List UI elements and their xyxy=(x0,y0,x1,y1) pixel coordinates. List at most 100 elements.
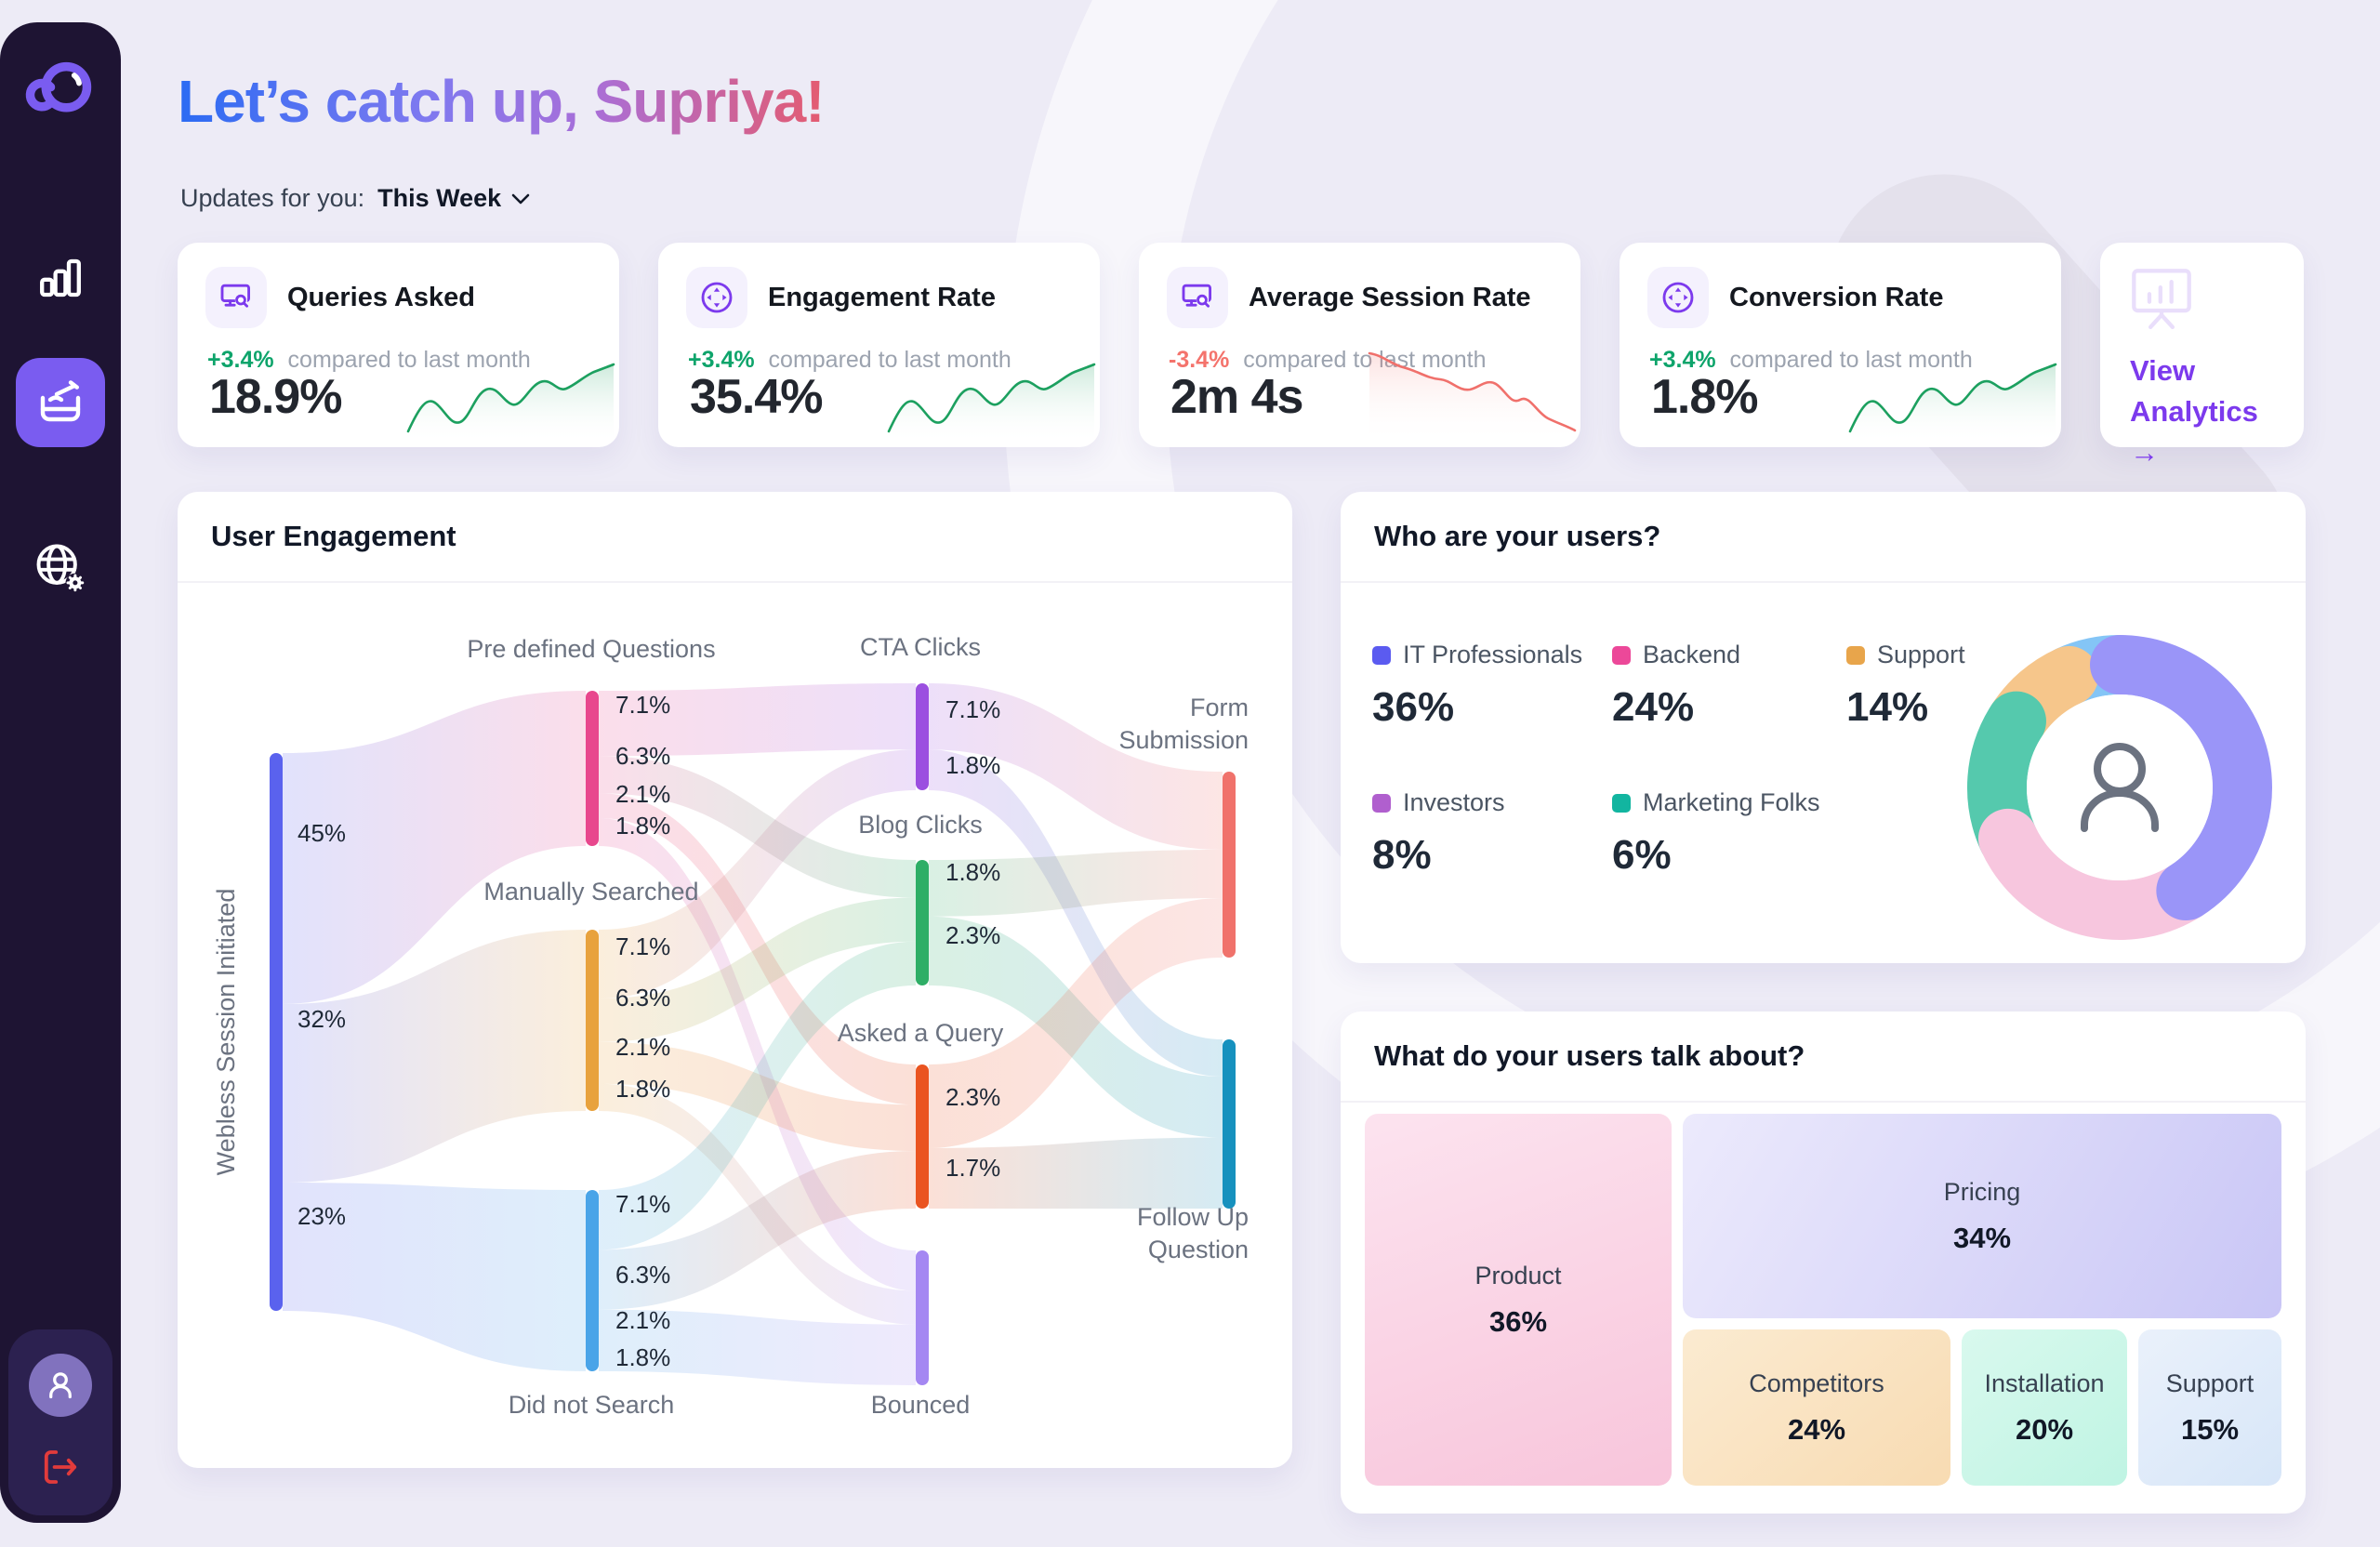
chevron-down-icon xyxy=(511,193,530,204)
sankey-flow-did-bounce xyxy=(599,1309,916,1385)
presentation-chart-icon xyxy=(2126,263,2197,334)
stat-card-engagement-rate: Engagement Rate +3.4% compared to last mo… xyxy=(658,243,1100,447)
view-analytics-card[interactable]: View Analytics → xyxy=(2100,243,2304,469)
legend-swatch xyxy=(1846,645,1865,665)
users-card-title: Who are your users? xyxy=(1374,520,1661,552)
sankey-flow-pre-blog xyxy=(599,756,916,898)
stat-compare: -3.4% compared to last month xyxy=(1169,347,1487,374)
stat-title: Engagement Rate xyxy=(768,282,996,312)
legend-label: Backend xyxy=(1643,641,1741,668)
sankey-segment-value: 23% xyxy=(298,1202,346,1230)
sparkline-down xyxy=(1368,351,1577,443)
legend-value: 8% xyxy=(1372,832,1432,878)
sankey-segment-value: 2.3% xyxy=(945,921,1000,949)
sankey-node-label: Webless Session Initiated xyxy=(212,889,240,1176)
sankey-node-blog xyxy=(916,860,929,985)
sankey-flow-src-man xyxy=(283,930,586,1183)
legend-swatch xyxy=(1612,645,1631,665)
stat-compare: +3.4% compared to last month xyxy=(207,347,531,374)
sankey-segment-value: 2.1% xyxy=(615,780,670,808)
legend-value: 24% xyxy=(1612,684,1695,730)
app-logo[interactable] xyxy=(22,56,97,130)
user-engagement-card: User Engagement Webless Session Initiate… xyxy=(178,492,1292,1468)
sankey-flow-man-cta xyxy=(599,749,916,999)
user-avatar[interactable] xyxy=(29,1354,92,1417)
sankey-segment-value: 7.1% xyxy=(615,691,670,719)
monitor-search-icon xyxy=(205,267,267,328)
stat-card-average-session-rate: Average Session Rate -3.4% compared to la… xyxy=(1139,243,1580,447)
sparkline-up xyxy=(887,363,1096,443)
stat-value: 1.8% xyxy=(1651,370,1759,424)
stat-title: Average Session Rate xyxy=(1249,282,1531,312)
period-dropdown[interactable]: This Week xyxy=(377,184,531,213)
period-value: This Week xyxy=(377,184,502,212)
treemap-value: 24% xyxy=(1787,1412,1846,1446)
treemap-value: 36% xyxy=(1488,1304,1548,1338)
sankey-node-bounce xyxy=(916,1250,929,1385)
stat-delta: +3.4% xyxy=(688,347,755,373)
sidebar-item-analytics[interactable] xyxy=(35,253,86,303)
legend-item-support: Support 14% xyxy=(1846,641,2004,731)
sankey-node-label: CTA Clicks xyxy=(860,633,981,661)
treemap-label: Support xyxy=(2165,1368,2254,1397)
sidebar-item-reports-active[interactable] xyxy=(16,358,105,447)
treemap-value: 15% xyxy=(2180,1412,2240,1446)
sankey-segment-value: 6.3% xyxy=(615,984,670,1012)
sparkline-up xyxy=(406,363,615,443)
legend-item-marketing-folks: Marketing Folks 6% xyxy=(1612,788,1846,879)
treemap-label: Competitors xyxy=(1749,1368,1884,1397)
legend-item-investors: Investors 8% xyxy=(1372,788,1612,879)
legend-label: Support xyxy=(1877,641,1965,668)
sankey-segment-value: 1.8% xyxy=(615,1075,670,1103)
stat-value: 35.4% xyxy=(690,370,823,424)
topics-card: What do your users talk about? Product 36… xyxy=(1341,1012,2306,1514)
users-legend: IT Professionals 36% Backend 24% Support 14% I… xyxy=(1372,641,2004,879)
sidebar-item-web-settings[interactable] xyxy=(32,539,87,595)
sankey-segment-value: 2.1% xyxy=(615,1306,670,1334)
legend-label: Investors xyxy=(1403,788,1505,816)
stat-delta: +3.4% xyxy=(207,347,274,373)
users-card: Who are your users? IT Professionals 36% B… xyxy=(1341,492,2306,963)
sankey-node-follow xyxy=(1223,1039,1236,1209)
view-analytics-link[interactable]: View Analytics → xyxy=(2130,354,2258,469)
sankey-node-did xyxy=(586,1190,599,1371)
sankey-node-man xyxy=(586,930,599,1111)
legend-swatch xyxy=(1372,793,1391,813)
sankey-segment-value: 1.8% xyxy=(945,751,1000,779)
treemap-label: Installation xyxy=(1984,1368,2105,1397)
legend-label: IT Professionals xyxy=(1403,641,1583,668)
divider xyxy=(178,581,1292,583)
sankey-segment-value: 1.8% xyxy=(945,858,1000,886)
stat-card-queries-asked: Queries Asked +3.4% compared to last mont… xyxy=(178,243,619,447)
sankey-flow-cta-form xyxy=(929,683,1223,850)
legend-value: 6% xyxy=(1612,832,1672,878)
sankey-node-label: Follow Up Question xyxy=(1137,1203,1249,1263)
compose-report-icon xyxy=(40,380,81,422)
sankey-node-label: Bounced xyxy=(871,1391,971,1419)
page-title: Let’s catch up, Supriya! xyxy=(178,68,826,135)
sankey-segment-value: 6.3% xyxy=(615,1261,670,1289)
sankey-flow-cta-follow xyxy=(929,749,1223,1078)
treemap-block-support: Support 15% xyxy=(2138,1329,2281,1486)
sankey-flow-ask-form xyxy=(929,898,1223,1148)
sankey-flow-did-ask xyxy=(599,1151,916,1310)
stat-card-conversion-rate: Conversion Rate +3.4% compared to last mo… xyxy=(1620,243,2061,447)
stat-compare: +3.4% compared to last month xyxy=(1649,347,1973,374)
sidebar-user-panel xyxy=(8,1329,112,1515)
person-icon xyxy=(2081,743,2159,832)
sankey-flow-src-pre xyxy=(283,691,586,1004)
sankey-segment-value: 7.1% xyxy=(615,1190,670,1218)
sankey-segment-value: 1.8% xyxy=(615,812,670,840)
stat-delta: -3.4% xyxy=(1169,347,1230,373)
sankey-segment-value: 7.1% xyxy=(615,932,670,960)
sparkline-up xyxy=(1848,363,2057,443)
globe-settings-icon xyxy=(36,544,86,593)
logout-button[interactable] xyxy=(38,1445,83,1489)
sankey-flow-ask-follow xyxy=(929,1137,1223,1209)
treemap-block-product: Product 36% xyxy=(1365,1114,1672,1486)
legend-item-it-professionals: IT Professionals 36% xyxy=(1372,641,1612,731)
treemap-value: 20% xyxy=(2015,1412,2074,1446)
donut-segment xyxy=(1967,635,2272,940)
sankey-node-label: Pre defined Questions xyxy=(467,635,715,663)
stat-title: Queries Asked xyxy=(287,282,476,312)
